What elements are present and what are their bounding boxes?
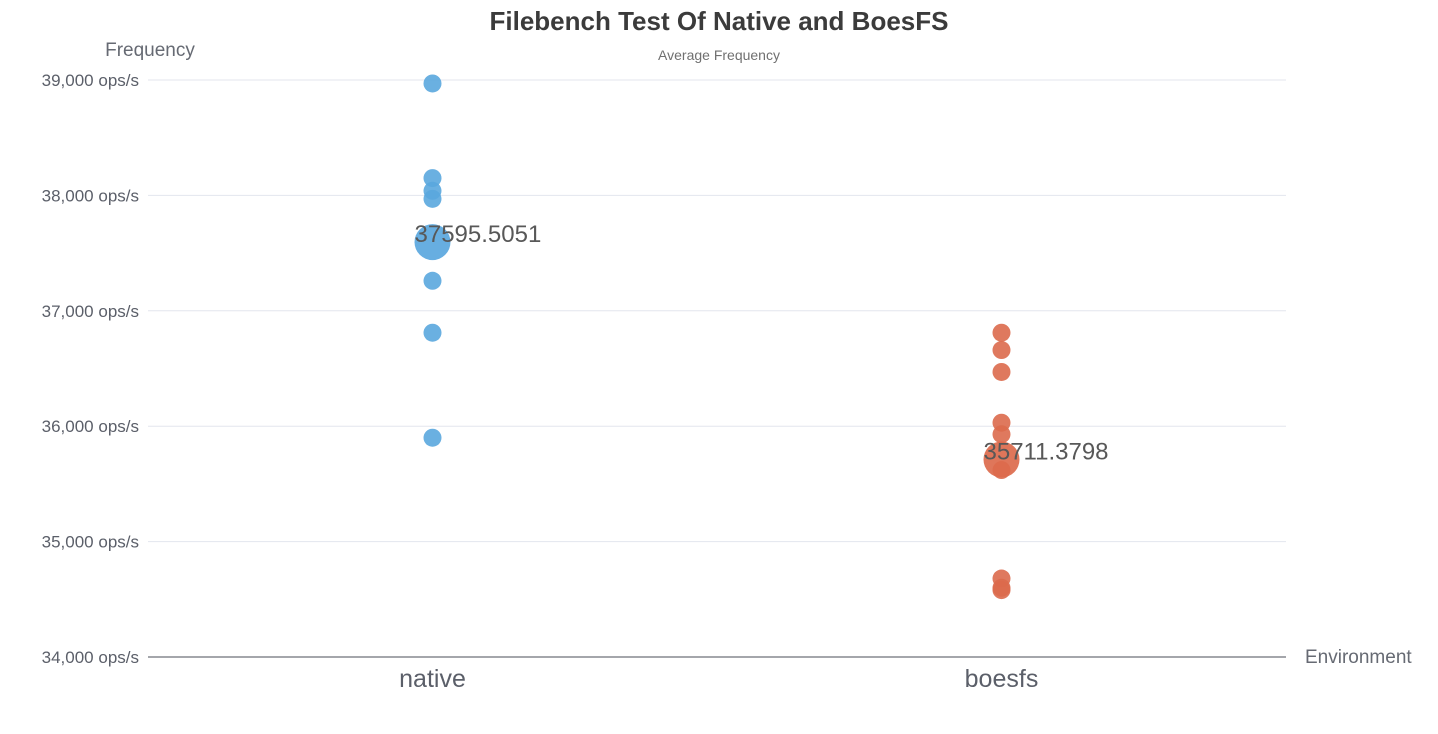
data-point [423, 189, 442, 208]
data-point [992, 425, 1011, 444]
y-tick-label: 39,000 ops/s [42, 71, 139, 90]
data-point [992, 362, 1011, 381]
data-point [992, 341, 1011, 360]
y-tick-label: 37,000 ops/s [42, 302, 139, 321]
data-point [423, 428, 442, 447]
average-label: 35711.3798 [984, 439, 1109, 466]
data-point [423, 271, 442, 290]
y-axis-label: Frequency [105, 40, 195, 61]
y-tick-label: 36,000 ops/s [42, 417, 139, 436]
data-point [423, 169, 442, 188]
average-point [983, 441, 1020, 478]
y-tick-label: 34,000 ops/s [42, 648, 139, 667]
data-labels: 37595.5051 35711.3798 [415, 221, 1109, 465]
chart-title: Filebench Test Of Native and BoesFS [490, 6, 949, 36]
average-label: 37595.5051 [415, 221, 542, 248]
data-point [992, 323, 1011, 342]
x-tick-label: boesfs [965, 665, 1039, 693]
data-point [423, 323, 442, 342]
x-axis-label: Environment [1305, 647, 1412, 668]
y-axis-ticks: 34,000 ops/s 35,000 ops/s 36,000 ops/s 37,0… [42, 71, 139, 667]
y-tick-label: 38,000 ops/s [42, 186, 139, 205]
grid-lines [148, 79, 1286, 543]
x-axis-ticks: native boesfs [399, 665, 1038, 693]
data-point [423, 74, 442, 93]
average-point [414, 224, 451, 261]
chart-subtitle: Average Frequency [658, 47, 780, 63]
data-point [992, 581, 1011, 600]
y-tick-label: 35,000 ops/s [42, 533, 139, 552]
data-points [414, 74, 1020, 600]
x-tick-label: native [399, 665, 466, 693]
